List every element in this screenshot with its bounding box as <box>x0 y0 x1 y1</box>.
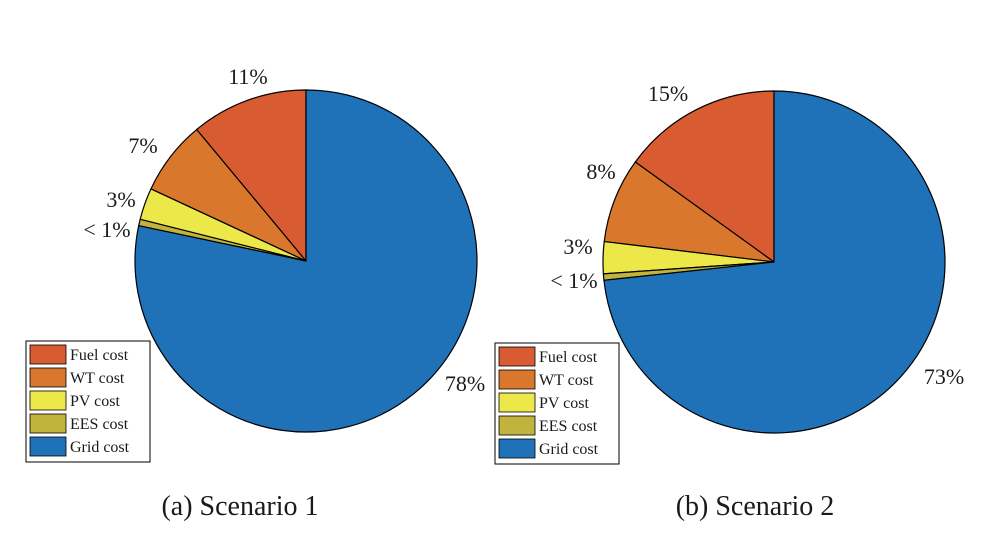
legend-swatch <box>29 390 67 411</box>
legend: Fuel cost WT cost PV cost EES cost Grid cost <box>494 342 620 465</box>
pie-labels: 11% 7% 3% < 1% 78% <box>83 64 485 396</box>
pie-slices <box>134 89 478 433</box>
legend-label: Fuel cost <box>539 349 598 366</box>
slice-label: < 1% <box>550 268 597 293</box>
pie-slice-fuel-cost <box>195 89 307 263</box>
legend-label: Grid cost <box>539 441 599 458</box>
slice-label: 7% <box>128 133 157 158</box>
legend: Fuel cost WT cost PV cost EES cost Grid cost <box>25 340 151 463</box>
slice-label: 3% <box>106 187 135 212</box>
pie-slice-fuel-cost <box>634 90 775 264</box>
legend-label: EES cost <box>70 416 129 433</box>
legend-swatch <box>29 344 67 365</box>
slice-label: 8% <box>586 159 615 184</box>
slice-label: 11% <box>228 64 268 89</box>
pie-labels: 15% 8% 3% < 1% 73% <box>550 81 964 389</box>
pie-slice-grid-cost <box>134 89 478 433</box>
legend-swatch <box>29 367 67 388</box>
legend-label: Fuel cost <box>70 347 129 364</box>
legend-swatch <box>498 346 536 367</box>
caption: (b) Scenario 2 <box>676 491 835 522</box>
legend-label: EES cost <box>539 418 598 435</box>
pie-slices <box>602 90 946 434</box>
legend-swatch <box>498 415 536 436</box>
caption: (a) Scenario 1 <box>161 491 318 522</box>
slice-label: 78% <box>445 371 485 396</box>
legend-label: Grid cost <box>70 439 130 456</box>
legend-label: PV cost <box>70 393 120 410</box>
slice-label: 73% <box>924 364 964 389</box>
legend-swatch <box>498 392 536 413</box>
slice-label: 15% <box>648 81 688 106</box>
slice-label: 3% <box>563 234 592 259</box>
pie-chart-scenario-1: 11% 7% 3% < 1% 78% Fuel cost WT cost PV cost EE… <box>25 64 485 522</box>
slice-label: < 1% <box>83 217 130 242</box>
pie-chart-scenario-2: 15% 8% 3% < 1% 73% Fuel cost WT cost PV cost EE… <box>494 81 964 522</box>
legend-swatch <box>498 438 536 459</box>
legend-swatch <box>29 436 67 457</box>
legend-label: PV cost <box>539 395 589 412</box>
legend-swatch <box>498 369 536 390</box>
legend-swatch <box>29 413 67 434</box>
legend-label: WT cost <box>70 370 125 387</box>
legend-label: WT cost <box>539 372 594 389</box>
pie-slice-grid-cost <box>603 90 946 434</box>
